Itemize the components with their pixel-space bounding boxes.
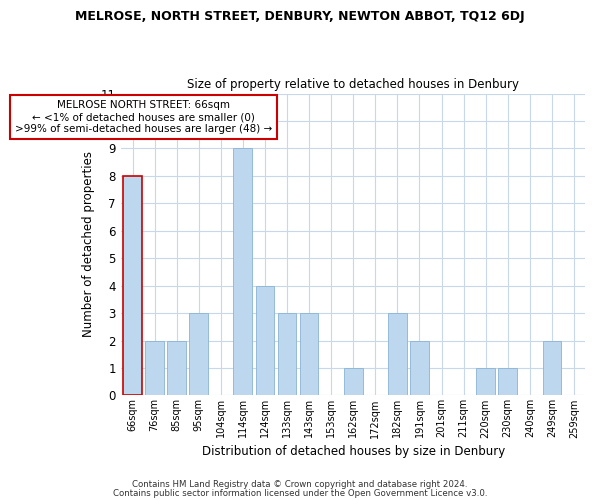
Title: Size of property relative to detached houses in Denbury: Size of property relative to detached ho… bbox=[187, 78, 519, 91]
Bar bbox=[410, 340, 429, 396]
Bar bbox=[123, 176, 142, 396]
X-axis label: Distribution of detached houses by size in Denbury: Distribution of detached houses by size … bbox=[202, 444, 505, 458]
Bar bbox=[476, 368, 495, 396]
Bar bbox=[300, 313, 319, 396]
Bar bbox=[256, 286, 274, 396]
Bar bbox=[388, 313, 407, 396]
Y-axis label: Number of detached properties: Number of detached properties bbox=[82, 152, 95, 338]
Bar bbox=[499, 368, 517, 396]
Text: MELROSE NORTH STREET: 66sqm
← <1% of detached houses are smaller (0)
>99% of sem: MELROSE NORTH STREET: 66sqm ← <1% of det… bbox=[15, 100, 272, 134]
Bar bbox=[167, 340, 186, 396]
Text: Contains HM Land Registry data © Crown copyright and database right 2024.: Contains HM Land Registry data © Crown c… bbox=[132, 480, 468, 489]
Bar bbox=[145, 340, 164, 396]
Bar bbox=[190, 313, 208, 396]
Bar bbox=[542, 340, 561, 396]
Bar bbox=[344, 368, 362, 396]
Bar bbox=[278, 313, 296, 396]
Text: MELROSE, NORTH STREET, DENBURY, NEWTON ABBOT, TQ12 6DJ: MELROSE, NORTH STREET, DENBURY, NEWTON A… bbox=[75, 10, 525, 23]
Text: Contains public sector information licensed under the Open Government Licence v3: Contains public sector information licen… bbox=[113, 488, 487, 498]
Bar bbox=[233, 148, 252, 396]
